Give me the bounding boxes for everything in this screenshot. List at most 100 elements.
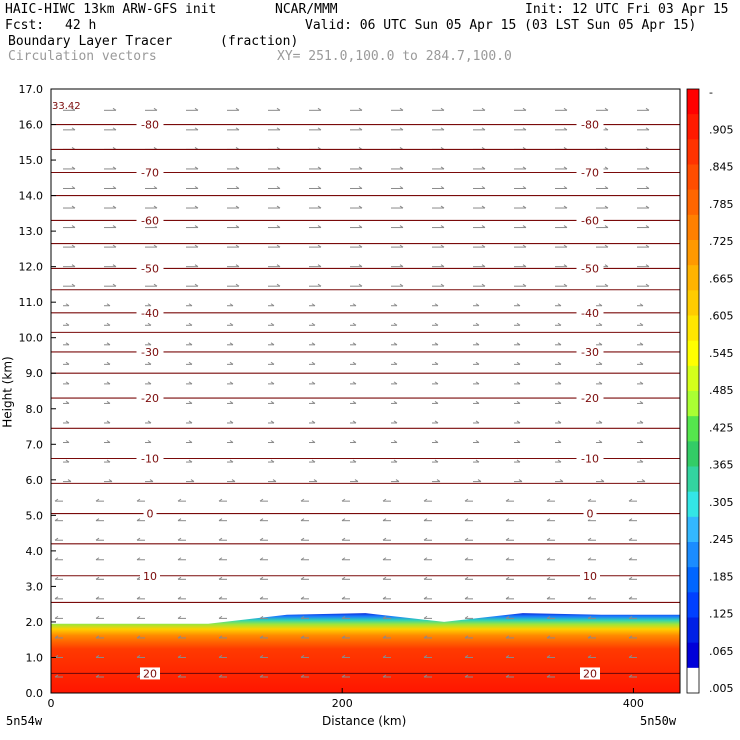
wind-vector-head [352, 420, 357, 424]
wind-vector-head [147, 342, 152, 346]
wind-vector-head [276, 205, 281, 209]
y-tick-label: 7.0 [26, 438, 44, 451]
wind-vector-head [218, 596, 223, 600]
wind-vector-head [153, 283, 158, 287]
contour-label-bg [140, 667, 160, 680]
wind-vector-head [231, 479, 236, 483]
colorbar-swatch [687, 164, 699, 191]
wind-vector-head [645, 225, 650, 228]
wind-vector-head [259, 518, 264, 522]
wind-vector-head [399, 186, 404, 189]
wind-vector-head [546, 518, 551, 522]
wind-vector-head [341, 615, 346, 619]
org-label: NCAR/MMM [275, 2, 338, 17]
wind-vector-head [354, 479, 359, 483]
contour-label: 10 [583, 570, 597, 583]
wind-vector-head [276, 264, 281, 268]
wind-vector-head [65, 401, 70, 404]
y-tick-label: 11.0 [19, 296, 44, 309]
wind-vector-head [112, 225, 117, 228]
contour-label: -60 [581, 214, 599, 227]
axes-layer: 0.0 1.0 2.0 3.0 4.0 5.0 6.0 7.0 8.0 9.0 10.0 11.0 12… [19, 83, 644, 710]
field-name: Boundary Layer Tracer [8, 34, 173, 49]
wind-vector-head [300, 635, 305, 639]
wind-vector-head [317, 166, 322, 170]
wind-vector-head [464, 537, 469, 541]
wind-vector-head [270, 459, 275, 463]
valid-time: Valid: 06 UTC Sun 05 Apr 15 (03 LST Sun … [305, 18, 697, 33]
wind-vector-head [352, 322, 357, 326]
colorbar-label: .065 [709, 645, 734, 658]
wind-vector-head [67, 479, 72, 483]
wind-vector-head [188, 459, 193, 463]
wind-vector-head [108, 479, 113, 483]
wind-vector-head [177, 537, 182, 541]
wind-vector-head [65, 322, 70, 326]
wind-vector-head [317, 127, 322, 131]
wind-vector-head [475, 322, 480, 326]
contour-label: 20 [583, 667, 597, 680]
wind-vector-head [153, 186, 158, 189]
contour-label-bg [576, 214, 604, 227]
x-tick-label: 200 [332, 697, 353, 710]
wind-vector-head [149, 479, 154, 483]
wind-vector-head [516, 342, 521, 346]
contour-label: -60 [141, 214, 159, 227]
contour-label-bg [136, 166, 164, 179]
wind-vector-head [276, 225, 281, 228]
wind-vector-head [259, 635, 264, 639]
wind-vector-head [481, 205, 486, 209]
colorbar-swatch [687, 89, 699, 115]
wind-vector-head [106, 401, 111, 404]
wind-vector-head [587, 537, 592, 541]
plot-frame [50, 88, 681, 694]
wind-vector-head [464, 596, 469, 600]
wind-vector-head [423, 674, 428, 678]
wind-vector-head [604, 186, 609, 189]
wind-vector-head [136, 674, 141, 678]
wind-vector-head [194, 127, 199, 131]
wind-vector-head [95, 557, 100, 561]
wind-vector-head [557, 342, 562, 346]
init-time: Init: 12 UTC Fri 03 Apr 15 [525, 2, 729, 17]
wind-vector-head [481, 127, 486, 131]
wind-vector-head [177, 596, 182, 600]
wind-vector-head [604, 225, 609, 228]
wind-vector-head [481, 264, 486, 268]
wind-vector-head [147, 361, 152, 365]
wind-vector-head [639, 401, 644, 404]
wind-vector-head [112, 205, 117, 209]
contour-label-bg [136, 118, 164, 131]
contour-label: 0 [587, 508, 594, 521]
colorbar: - .905 .845 .785 .725 .665 .605 .545 .485 .425 .36… [686, 86, 734, 695]
xy-label: XY= 251.0,100.0 to 284.7,100.0 [277, 49, 512, 64]
wind-vector-head [563, 205, 568, 209]
wind-vector-head [300, 596, 305, 600]
wind-vector-head [259, 615, 264, 619]
wind-vector-head [71, 264, 76, 268]
wind-vector-head [557, 440, 562, 443]
wind-vector-head [628, 576, 633, 580]
wind-vector-head [563, 127, 568, 131]
wind-vector-head [235, 264, 240, 268]
tracer-field [51, 613, 680, 693]
wind-vector-head [358, 166, 363, 170]
wind-vector-head [434, 322, 439, 326]
wind-vector-head [341, 596, 346, 600]
wind-vector-head [300, 537, 305, 541]
wind-vector-head [194, 205, 199, 209]
wind-vector-head [645, 186, 650, 189]
wind-vector-head [628, 615, 633, 619]
wind-vector-head [587, 615, 592, 619]
wind-vector-head [522, 283, 527, 287]
contour-label: -20 [141, 392, 159, 405]
wind-vector-head [423, 498, 428, 502]
wind-vector-head [546, 498, 551, 502]
wind-vector-head [587, 635, 592, 639]
wind-vector-head [563, 186, 568, 189]
wind-vector-head [546, 596, 551, 600]
wind-vector-head [352, 303, 357, 307]
wind-vector-head [382, 674, 387, 678]
wind-vector-head [317, 225, 322, 228]
contour-label: -30 [141, 346, 159, 359]
